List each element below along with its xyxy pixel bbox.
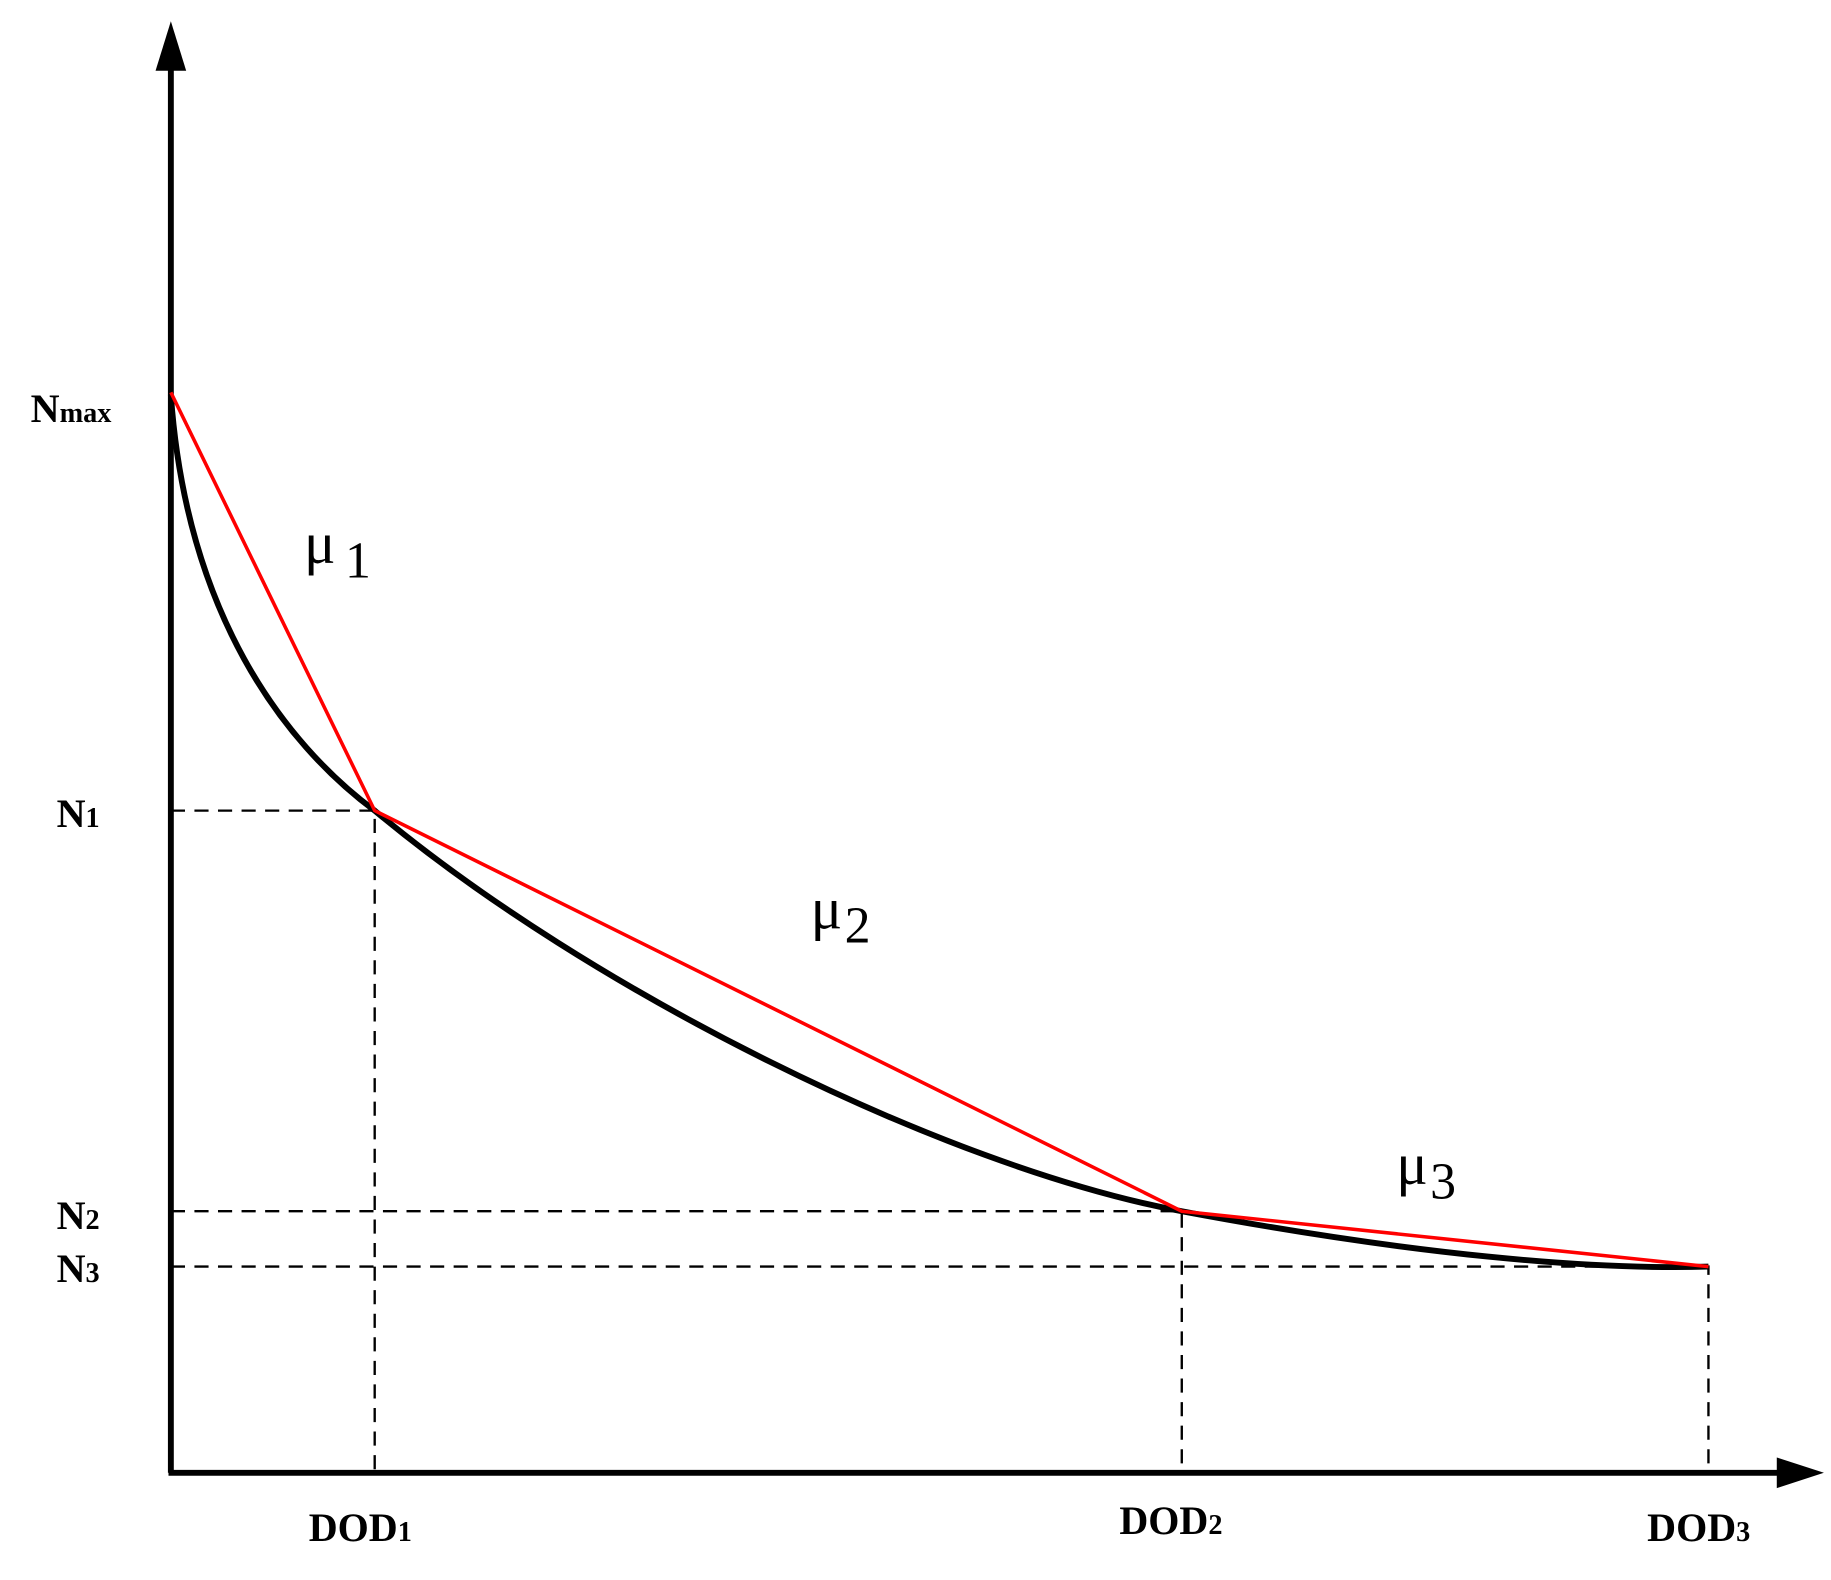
label-sub: 1 (345, 532, 371, 589)
label-sub: 1 (398, 1517, 412, 1548)
label-sub: max (60, 398, 112, 429)
y-label: N2 (57, 1193, 100, 1238)
label-base: N (31, 386, 60, 431)
label-sub: 3 (85, 1258, 99, 1289)
label-base: μ (304, 511, 336, 576)
x-label: DOD2 (1119, 1498, 1222, 1543)
guide-1 (170, 809, 376, 1473)
segment-label: μ2 (811, 876, 871, 954)
label-sub: 3 (1430, 1153, 1456, 1210)
y-label: Nmax (31, 386, 112, 431)
label-sub: 3 (1736, 1517, 1750, 1548)
y-axis-arrow (155, 21, 187, 71)
label-sub: 2 (845, 898, 871, 955)
y-label: N1 (57, 791, 100, 836)
x-label: DOD1 (309, 1505, 412, 1550)
y-label: N3 (57, 1246, 100, 1291)
label-base: N (57, 791, 86, 836)
segment-label: μ3 (1396, 1132, 1456, 1210)
x-axis-arrow (1776, 1457, 1824, 1489)
label-base: μ (1396, 1132, 1428, 1197)
label-sub: 2 (1208, 1510, 1222, 1541)
label-base: DOD (1119, 1498, 1208, 1543)
piecewise-linear (169, 391, 1709, 1269)
label-base: μ (811, 876, 843, 941)
guide-2 (170, 1210, 1183, 1473)
label-base: DOD (1647, 1505, 1736, 1550)
cycle-curve (167, 394, 1709, 1271)
x-label: DOD3 (1647, 1505, 1750, 1550)
label-base: DOD (309, 1505, 398, 1550)
label-sub: 1 (85, 803, 99, 834)
label-base: N (57, 1246, 86, 1291)
label-sub: 2 (85, 1205, 99, 1236)
label-base: N (57, 1193, 86, 1238)
